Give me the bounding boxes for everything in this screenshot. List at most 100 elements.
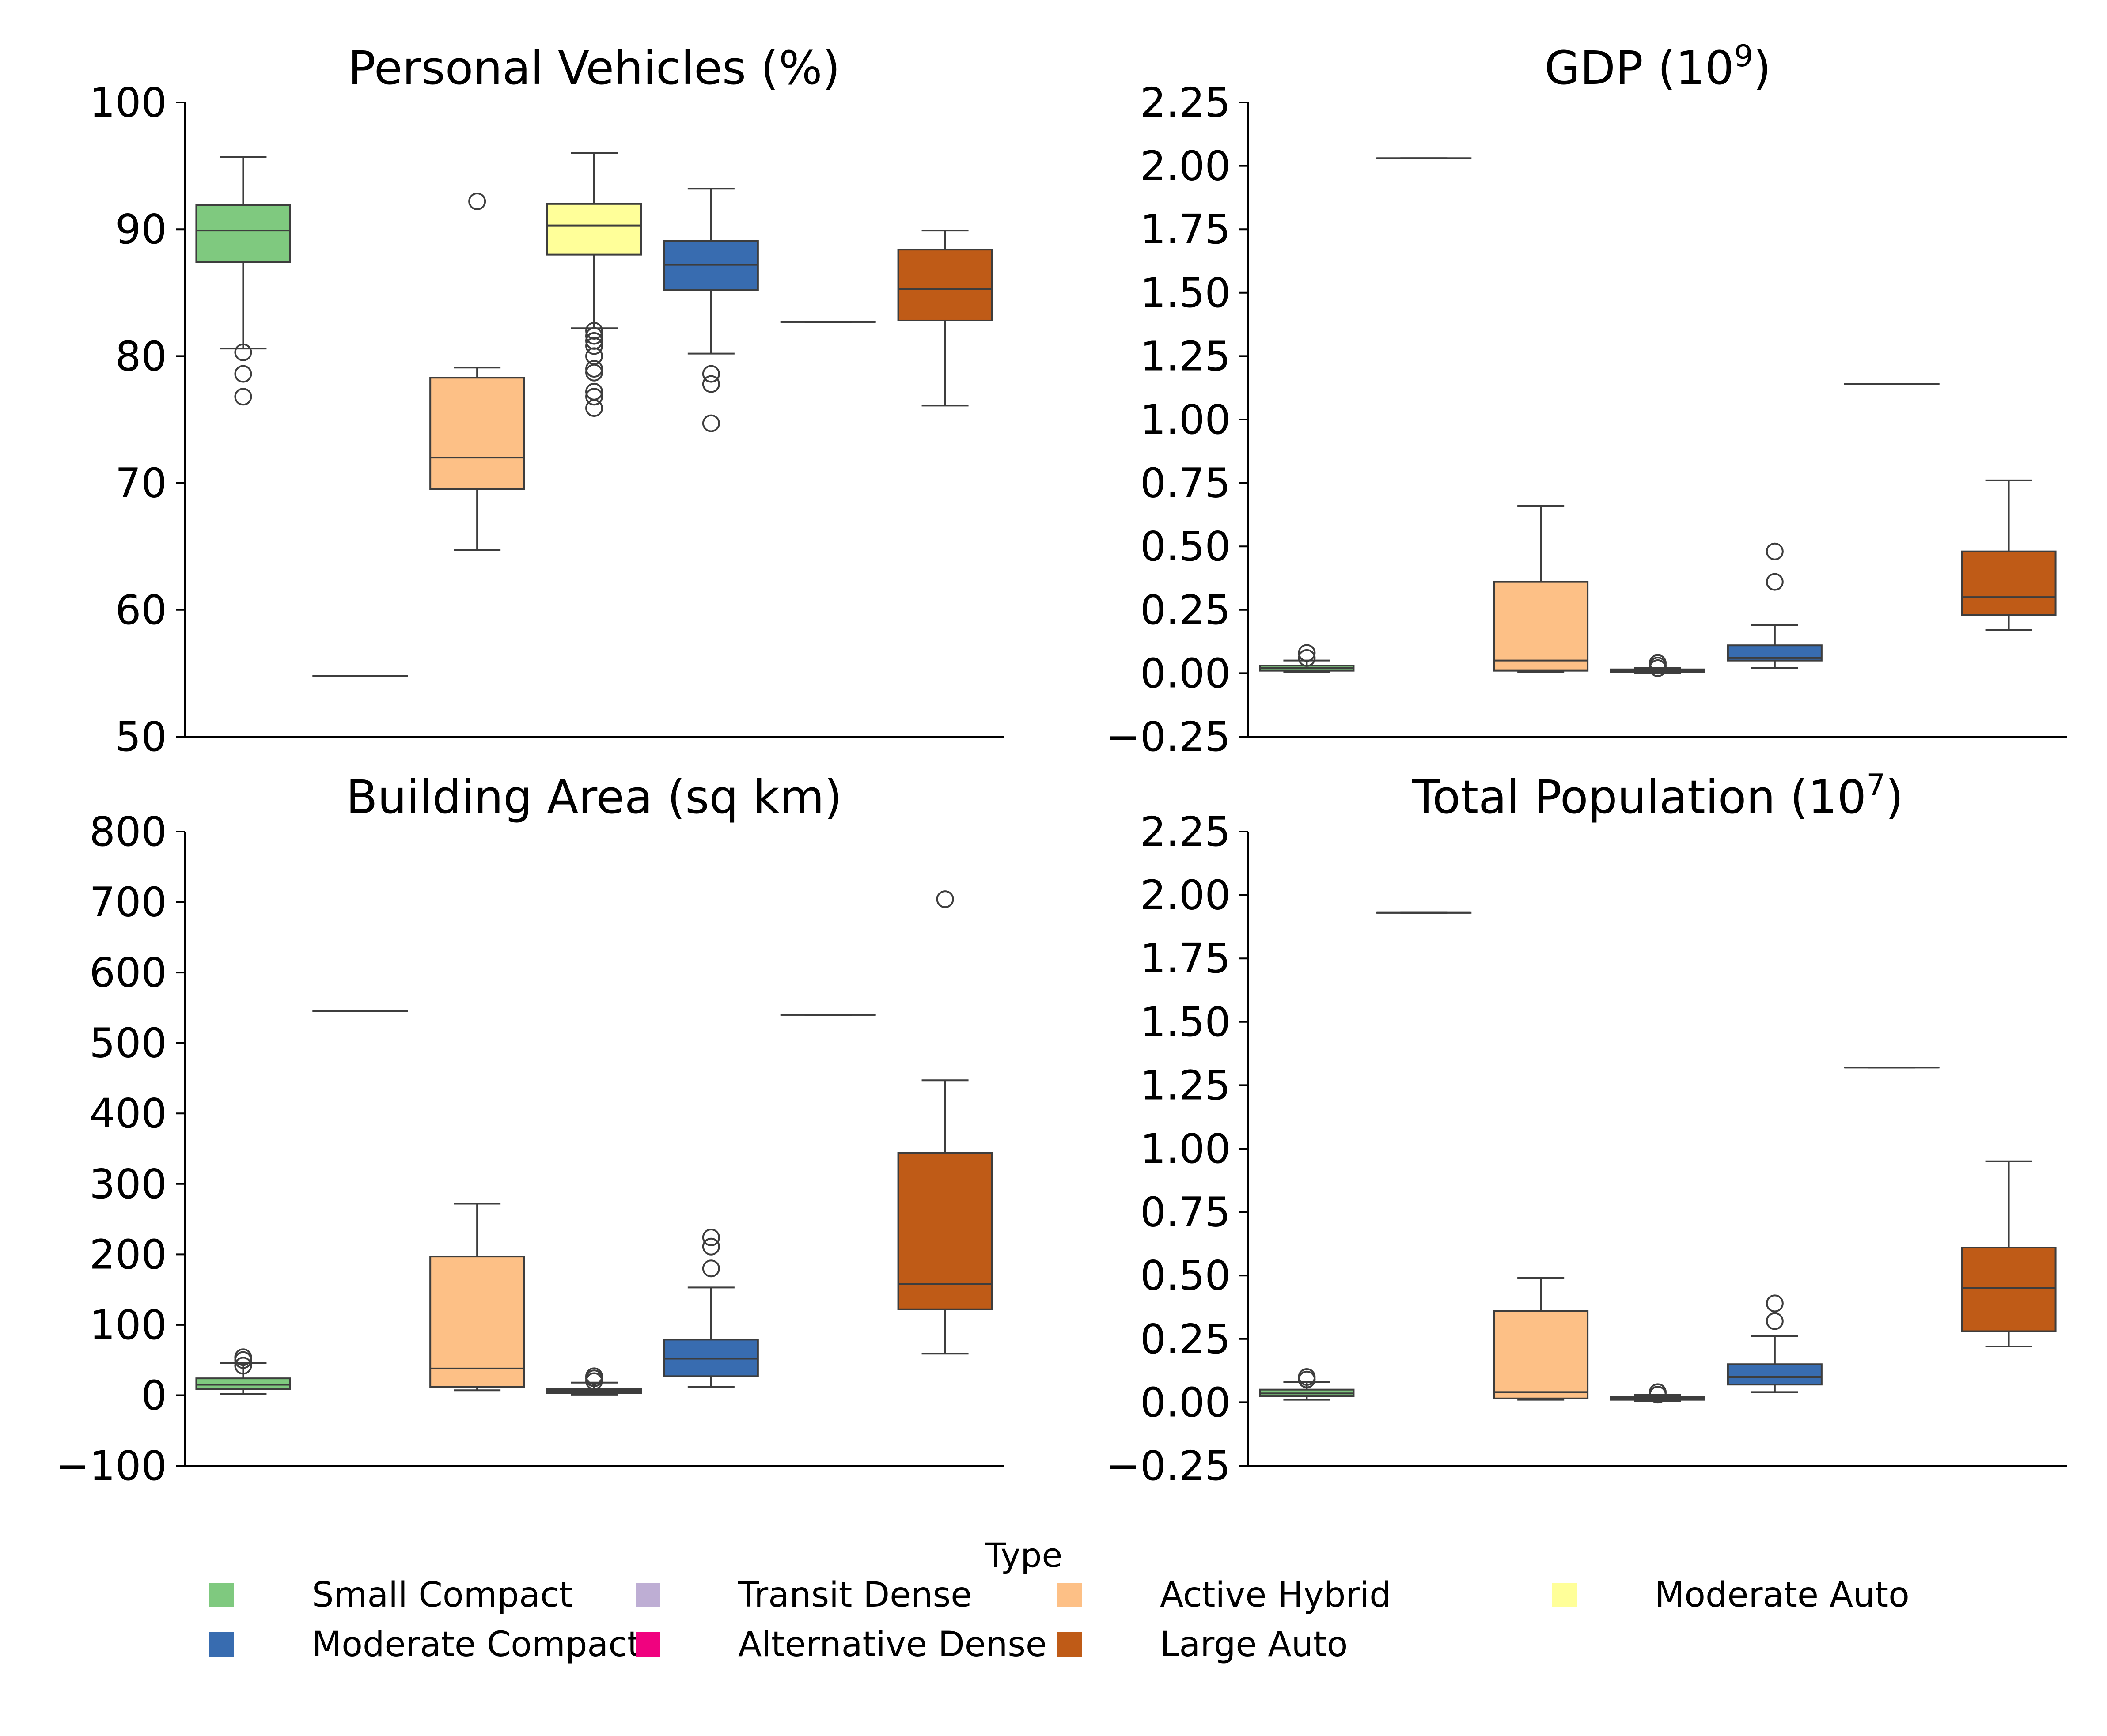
legend-label: Moderate Compact: [312, 1625, 641, 1664]
y-tick-label: 0.75: [1140, 460, 1231, 507]
legend-entry-active-hybrid: Active Hybrid: [1057, 1575, 1391, 1615]
iqr-box: [195, 1377, 291, 1390]
outlier-point: [585, 388, 603, 406]
y-tick-label: 0: [141, 1372, 167, 1419]
y-tick-label: 0.00: [1140, 650, 1231, 697]
chart-panel-4: Total Population (107) −0.25 0.00 0.25 0.50 0…: [1106, 768, 2067, 1490]
y-tick-label: 2.25: [1140, 79, 1231, 126]
y-tick-label: 2.25: [1140, 808, 1231, 855]
y-tick-label: −0.25: [1106, 1442, 1231, 1490]
legend-swatch: [1552, 1583, 1577, 1607]
box-moderate-auto: [546, 1367, 642, 1396]
y-tick-label: 100: [89, 79, 167, 126]
y-tick-label: 800: [89, 808, 167, 855]
legend-swatch: [209, 1632, 234, 1657]
y-tick-label: 2.00: [1140, 872, 1231, 919]
outlier-point: [585, 399, 603, 417]
iqr-box: [897, 1152, 993, 1310]
legend-swatch: [1057, 1632, 1082, 1657]
y-tick-label: 0.75: [1140, 1189, 1231, 1236]
y-tick-label: 60: [115, 586, 167, 634]
legend-entry-large-auto: Large Auto: [1057, 1625, 1348, 1664]
outlier-point: [585, 337, 603, 355]
legend-label: Active Hybrid: [1160, 1575, 1391, 1615]
outlier-point: [1766, 1294, 1784, 1312]
y-tick-label: 100: [89, 1301, 167, 1349]
iqr-box: [429, 1256, 525, 1388]
panel-title: Building Area (sq km): [346, 770, 842, 824]
y-tick-label: 1.00: [1140, 1125, 1231, 1172]
chart-panel-2: GDP (109) −0.25 0.00 0.25 0.50 0.75 1.00 1.25 1.…: [1106, 39, 2067, 760]
outlier-point: [468, 193, 486, 211]
legend-label: Moderate Auto: [1655, 1575, 1910, 1615]
outlier-point: [1649, 654, 1667, 672]
outlier-point: [936, 890, 954, 908]
outlier-point: [1766, 573, 1784, 591]
y-tick-label: 1.25: [1140, 1062, 1231, 1109]
box-moderate-auto: [1610, 654, 1705, 677]
outlier-point: [1766, 1312, 1784, 1330]
box-small-compact: [195, 156, 291, 406]
outlier-point: [702, 1237, 720, 1256]
y-tick-label: 90: [115, 206, 167, 253]
box-moderate-compact: [1727, 1294, 1823, 1393]
y-tick-label: 600: [89, 949, 167, 996]
box-small-compact: [195, 1348, 291, 1395]
outlier-point: [1766, 542, 1784, 560]
legend-title: Type: [985, 1536, 1063, 1575]
box-large-auto: [897, 890, 993, 1355]
y-tick-label: 80: [115, 333, 167, 380]
outlier-point: [702, 365, 720, 383]
legend-entry-small-compact: Small Compact: [209, 1575, 572, 1615]
box-active-hybrid: [429, 1203, 525, 1392]
legend-label: Large Auto: [1160, 1625, 1348, 1664]
legend-swatch: [636, 1632, 660, 1657]
box-small-compact: [1259, 1368, 1355, 1401]
iqr-box: [429, 377, 525, 490]
outlier-point: [234, 1357, 252, 1375]
box-moderate-compact: [1727, 542, 1823, 669]
y-tick-label: −0.25: [1106, 713, 1231, 760]
iqr-box: [1493, 581, 1589, 672]
y-tick-label: 1.50: [1140, 269, 1231, 317]
legend-entries: Small Compact Transit Dense Active Hybrid M…: [209, 1575, 1910, 1664]
box-moderate-compact: [663, 1229, 759, 1388]
title-superscript: 9: [1734, 39, 1753, 74]
y-tick-label: 200: [89, 1231, 167, 1278]
iqr-box: [1961, 1247, 2057, 1332]
outlier-point: [1298, 1368, 1316, 1386]
legend-entry-alternative-dense: Alternative Dense: [636, 1625, 1047, 1664]
y-tick-label: 400: [89, 1090, 167, 1137]
box-active-hybrid: [429, 193, 525, 551]
outlier-point: [234, 343, 252, 361]
outlier-point: [585, 327, 603, 345]
y-tick-label: 50: [115, 713, 167, 760]
panel-title: GDP (109): [1544, 39, 1771, 95]
y-tick-label: 500: [89, 1020, 167, 1067]
box-moderate-auto: [546, 152, 642, 417]
box-moderate-auto: [1610, 1383, 1705, 1404]
y-tick-label: 1.75: [1140, 206, 1231, 253]
outlier-point: [234, 388, 252, 406]
y-tick-label: 1.50: [1140, 998, 1231, 1046]
y-tick-label: 1.25: [1140, 333, 1231, 380]
chart-panel-1: Personal Vehicles (%) 50 60 70 80 90 100: [89, 41, 1004, 760]
box-moderate-compact: [663, 188, 759, 432]
legend-entry-transit-dense: Transit Dense: [636, 1575, 972, 1615]
y-tick-label: 0.50: [1140, 523, 1231, 570]
iqr-box: [1493, 1310, 1589, 1399]
box-large-auto: [1961, 479, 2057, 631]
y-tick-label: −100: [55, 1442, 167, 1490]
box-large-auto: [1961, 1160, 2057, 1348]
iqr-box: [897, 249, 993, 321]
legend-entry-moderate-auto: Moderate Auto: [1552, 1575, 1910, 1615]
panel-title: Personal Vehicles (%): [348, 41, 840, 95]
y-tick-label: 70: [115, 460, 167, 507]
y-tick-label: 700: [89, 879, 167, 926]
box-small-compact: [1259, 644, 1355, 673]
outlier-point: [585, 363, 603, 382]
legend: Type Small Compact Transit Dense Active Hy…: [209, 1536, 1910, 1664]
y-tick-label: 2.00: [1140, 143, 1231, 190]
